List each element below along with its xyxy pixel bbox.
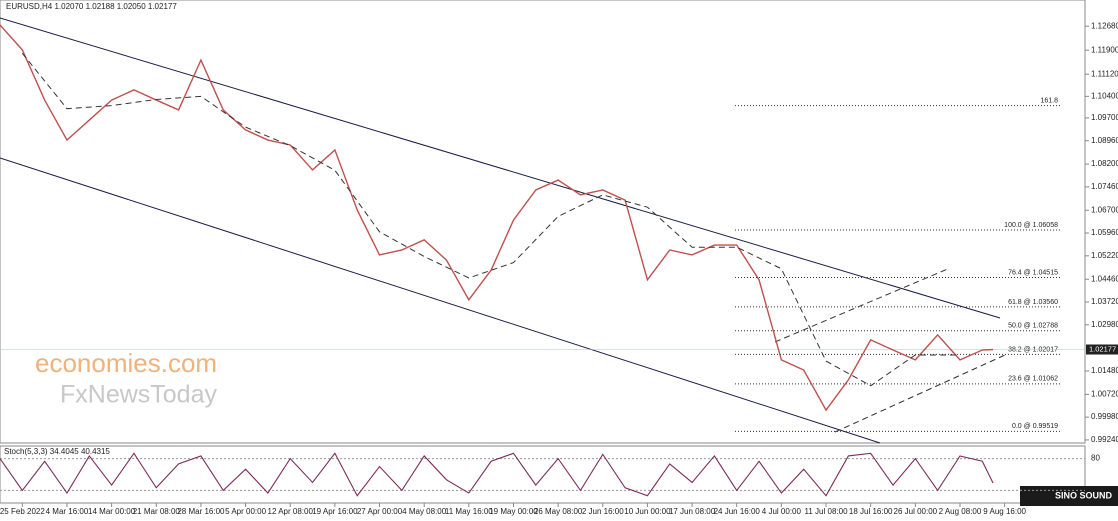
current-price-label: 1.02177 xyxy=(1089,344,1116,353)
wedge-upper xyxy=(774,267,951,343)
y-tick-label: 1.08960 xyxy=(1091,136,1118,145)
y-tick-label: 1.08200 xyxy=(1091,159,1118,168)
x-tick-label: 4 Mar 16:00 xyxy=(46,507,89,516)
y-tick-label: 1.02980 xyxy=(1091,320,1118,329)
x-tick-label: 19 Apr 16:00 xyxy=(312,507,358,516)
x-tick-label: 18 Jul 16:00 xyxy=(849,507,893,516)
x-tick-label: 27 Apr 00:00 xyxy=(357,507,403,516)
fib-label: 23.6 @ 1.01062 xyxy=(1008,376,1058,383)
y-tick-label: 1.10400 xyxy=(1091,91,1118,100)
x-tick-label: 9 Aug 16:00 xyxy=(983,507,1026,516)
channel-lower xyxy=(0,157,881,444)
oscillator-title: Stoch(5,3,3) 34.4045 40.4315 xyxy=(4,447,110,456)
price-line xyxy=(0,24,994,412)
fib-label: 61.8 @ 1.03560 xyxy=(1008,299,1058,306)
fib-label: 50.0 @ 1.02788 xyxy=(1008,323,1058,330)
y-tick-label: 0.99980 xyxy=(1091,412,1118,421)
y-tick-label: 1.12680 xyxy=(1091,21,1118,30)
x-tick-label: 25 Feb 2022 xyxy=(0,507,45,516)
y-tick-label: 1.03720 xyxy=(1091,297,1118,306)
y-tick-label: 1.05960 xyxy=(1091,228,1118,237)
x-tick-label: 26 Jul 00:00 xyxy=(894,507,938,516)
x-tick-label: 17 Jun 08:00 xyxy=(669,507,716,516)
y-tick-label: 1.07460 xyxy=(1091,182,1118,191)
x-tick-label: 24 Jun 16:00 xyxy=(714,507,761,516)
wedge-lower xyxy=(834,354,1006,433)
y-tick-label: 1.04460 xyxy=(1091,274,1118,283)
current-price-box xyxy=(1086,344,1118,355)
y-tick-label: 1.00720 xyxy=(1091,389,1118,398)
watermark: economies.com xyxy=(35,348,217,378)
x-tick-label: 10 Jun 00:00 xyxy=(624,507,671,516)
x-tick-label: 4 May 08:00 xyxy=(402,507,447,516)
price-line xyxy=(21,52,960,387)
chart-title: EURUSD,H4 1.02070 1.02188 1.02050 1.0217… xyxy=(6,2,177,11)
channel-upper xyxy=(0,17,1001,319)
fib-label: 100.0 @ 1.06058 xyxy=(1004,222,1058,229)
x-tick-label: 4 Jul 00:00 xyxy=(762,507,802,516)
y-tick-label: 1.11900 xyxy=(1091,45,1118,54)
x-tick-label: 26 May 08:00 xyxy=(534,507,583,516)
logo-text: SINO SOUND xyxy=(1055,490,1113,500)
x-tick-label: 19 May 00:00 xyxy=(489,507,538,516)
fib-label: 76.4 @ 1.04515 xyxy=(1008,269,1058,276)
x-tick-label: 11 Jul 08:00 xyxy=(805,507,849,516)
y-tick-label: 1.11120 xyxy=(1091,69,1118,78)
y-tick-label: 0.99240 xyxy=(1091,435,1118,444)
main-panel xyxy=(0,0,1086,444)
x-tick-label: 28 Mar 16:00 xyxy=(177,507,225,516)
oscillator-panel xyxy=(0,445,1086,504)
fib-label: 161.8 xyxy=(1040,97,1058,104)
x-tick-label: 21 Mar 08:00 xyxy=(133,507,181,516)
x-tick-label: 11 May 16:00 xyxy=(445,507,493,516)
watermark: FxNewsToday xyxy=(60,381,217,409)
y-tick-label: 1.01480 xyxy=(1091,366,1118,375)
logo xyxy=(1020,486,1118,506)
x-tick-label: 12 Apr 08:00 xyxy=(268,507,314,516)
oscillator-tick-label: 80 xyxy=(1091,454,1100,463)
x-tick-label: 5 Apr 00:00 xyxy=(225,507,266,516)
y-tick-label: 1.05220 xyxy=(1091,251,1118,260)
y-tick-label: 1.06700 xyxy=(1091,205,1118,214)
oscillator-line xyxy=(0,452,994,497)
fib-label: 0.0 @ 0.99519 xyxy=(1012,423,1058,430)
x-tick-label: 2 Aug 08:00 xyxy=(939,507,982,516)
y-tick-label: 1.09700 xyxy=(1091,113,1118,122)
x-tick-label: 14 Mar 00:00 xyxy=(88,507,136,516)
x-tick-label: 2 Jun 16:00 xyxy=(582,507,624,516)
